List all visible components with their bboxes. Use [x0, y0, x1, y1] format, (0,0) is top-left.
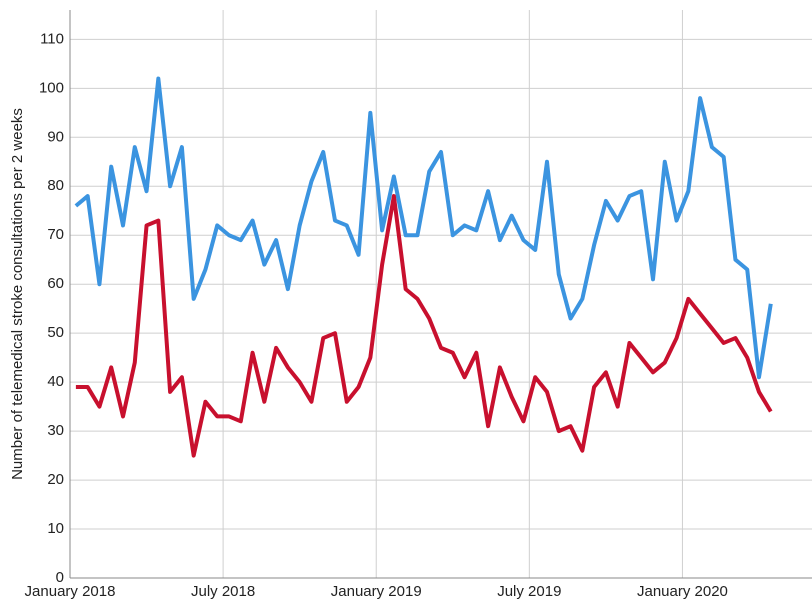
y-tick-label: 70	[47, 226, 64, 243]
y-tick-label: 40	[47, 373, 64, 390]
y-tick-label: 110	[40, 30, 64, 47]
series-line	[74, 76, 773, 380]
y-tick-label: 20	[47, 471, 64, 488]
y-tick-label: 10	[47, 520, 64, 537]
x-tick-label: January 2020	[637, 583, 728, 600]
x-tick-label: January 2019	[331, 583, 422, 600]
y-tick-label: 60	[47, 275, 64, 292]
x-tick-label: July 2019	[497, 583, 561, 600]
y-tick-label: 90	[47, 128, 64, 145]
y-tick-label: 50	[47, 324, 64, 341]
y-tick-label: 0	[56, 569, 64, 586]
y-tick-label: 80	[47, 177, 64, 194]
x-tick-label: July 2018	[191, 583, 255, 600]
y-tick-label: 30	[47, 422, 64, 439]
x-tick-label: January 2018	[25, 583, 116, 600]
y-axis-label: Number of telemedical stroke consultatio…	[9, 108, 26, 480]
y-tick-label: 100	[39, 79, 64, 96]
series-line	[75, 194, 773, 458]
